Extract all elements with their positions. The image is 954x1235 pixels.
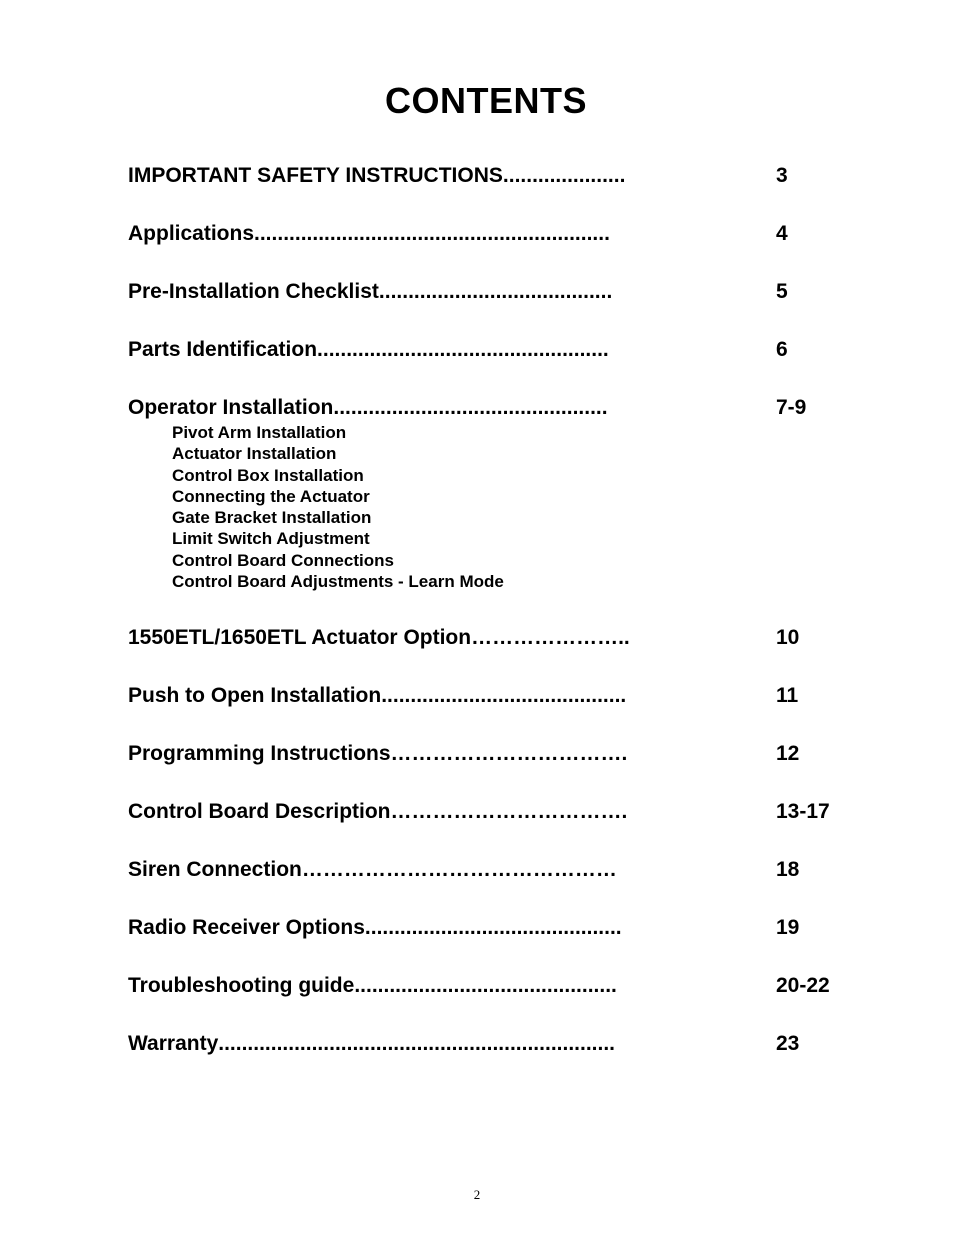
toc-entry-leader: ……………………………. bbox=[391, 800, 760, 824]
toc-entry-label: Programming Instructions bbox=[128, 742, 391, 766]
toc-entry-page: 20-22 bbox=[760, 974, 844, 998]
toc-entry-leader: ........................................… bbox=[317, 338, 760, 362]
toc-entry: Operator Installation ..................… bbox=[128, 396, 844, 420]
toc-entry-label: IMPORTANT SAFETY INSTRUCTIONS bbox=[128, 164, 503, 188]
toc-entry-leader: ..................... bbox=[503, 164, 760, 188]
toc-entry-page: 13-17 bbox=[760, 800, 844, 824]
toc-entry-leader: ........................................… bbox=[354, 974, 760, 998]
toc-entry-page: 11 bbox=[760, 684, 844, 708]
toc-entry-label: Parts Identification bbox=[128, 338, 317, 362]
toc-entry-label: Siren Connection bbox=[128, 858, 302, 882]
toc-entry: IMPORTANT SAFETY INSTRUCTIONS ..........… bbox=[128, 164, 844, 188]
toc-entry-page: 3 bbox=[760, 164, 844, 188]
toc-entry-leader: ........................................… bbox=[254, 222, 760, 246]
toc-entry-label: Troubleshooting guide bbox=[128, 974, 354, 998]
toc-entry-leader: ........................................… bbox=[333, 396, 760, 420]
toc-entry-page: 6 bbox=[760, 338, 844, 362]
toc-entry-page: 7-9 bbox=[760, 396, 844, 420]
toc-subitem: Actuator Installation bbox=[172, 443, 844, 464]
toc-subitem: Gate Bracket Installation bbox=[172, 507, 844, 528]
toc-entry-leader: ........................................ bbox=[379, 280, 760, 304]
page-number: 2 bbox=[0, 1187, 954, 1203]
table-of-contents: IMPORTANT SAFETY INSTRUCTIONS ..........… bbox=[128, 164, 844, 1056]
toc-entry-page: 4 bbox=[760, 222, 844, 246]
toc-entry-leader: ………………….. bbox=[471, 626, 760, 650]
toc-entry: Troubleshooting guide ..................… bbox=[128, 974, 844, 998]
toc-entry: Applications ...........................… bbox=[128, 222, 844, 246]
toc-entry-leader: ........................................… bbox=[381, 684, 760, 708]
toc-entry: Programming Instructions …………………………….12 bbox=[128, 742, 844, 766]
toc-sublist: Pivot Arm InstallationActuator Installat… bbox=[172, 422, 844, 592]
toc-entry-leader: ……………………………. bbox=[391, 742, 760, 766]
toc-entry: Warranty ...............................… bbox=[128, 1032, 844, 1056]
toc-entry-page: 23 bbox=[760, 1032, 844, 1056]
contents-title: CONTENTS bbox=[128, 80, 844, 122]
toc-entry-page: 19 bbox=[760, 916, 844, 940]
toc-subitem: Control Board Connections bbox=[172, 550, 844, 571]
page: CONTENTS IMPORTANT SAFETY INSTRUCTIONS .… bbox=[0, 0, 954, 1056]
toc-entry: 1550ETL/1650ETL Actuator Option ………………….… bbox=[128, 626, 844, 650]
toc-subitem: Pivot Arm Installation bbox=[172, 422, 844, 443]
toc-entry: Radio Receiver Options .................… bbox=[128, 916, 844, 940]
toc-entry-label: Operator Installation bbox=[128, 396, 333, 420]
toc-entry-leader: ........................................… bbox=[218, 1032, 760, 1056]
toc-entry-label: Push to Open Installation bbox=[128, 684, 381, 708]
toc-subitem: Connecting the Actuator bbox=[172, 486, 844, 507]
toc-entry: Parts Identification ...................… bbox=[128, 338, 844, 362]
toc-entry-page: 5 bbox=[760, 280, 844, 304]
toc-entry-page: 18 bbox=[760, 858, 844, 882]
toc-entry-label: 1550ETL/1650ETL Actuator Option bbox=[128, 626, 471, 650]
toc-subitem: Control Board Adjustments - Learn Mode bbox=[172, 571, 844, 592]
toc-entry-page: 10 bbox=[760, 626, 844, 650]
toc-entry-leader: ........................................… bbox=[365, 916, 760, 940]
toc-entry: Push to Open Installation ..............… bbox=[128, 684, 844, 708]
toc-subitem: Limit Switch Adjustment bbox=[172, 528, 844, 549]
toc-entry: Control Board Description …………………………….13… bbox=[128, 800, 844, 824]
toc-entry: Siren Connection ………………………………………18 bbox=[128, 858, 844, 882]
toc-entry-page: 12 bbox=[760, 742, 844, 766]
toc-subitem: Control Box Installation bbox=[172, 465, 844, 486]
toc-entry-label: Warranty bbox=[128, 1032, 218, 1056]
toc-entry-leader: ……………………………………… bbox=[302, 858, 760, 882]
toc-entry: Pre-Installation Checklist .............… bbox=[128, 280, 844, 304]
toc-entry-label: Pre-Installation Checklist bbox=[128, 280, 379, 304]
toc-entry-label: Applications bbox=[128, 222, 254, 246]
toc-entry-label: Radio Receiver Options bbox=[128, 916, 365, 940]
toc-entry-label: Control Board Description bbox=[128, 800, 391, 824]
